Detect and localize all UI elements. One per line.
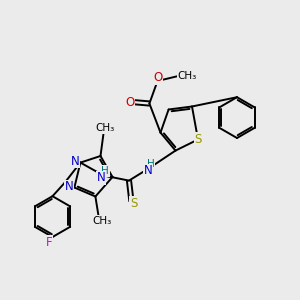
Text: N: N bbox=[70, 154, 80, 168]
Text: CH₃: CH₃ bbox=[95, 123, 115, 133]
Text: N: N bbox=[97, 171, 106, 184]
Text: H: H bbox=[101, 166, 109, 176]
Text: O: O bbox=[153, 71, 162, 84]
Text: N: N bbox=[143, 164, 152, 178]
Text: S: S bbox=[194, 133, 202, 146]
Text: CH₃: CH₃ bbox=[92, 215, 112, 226]
Text: CH₃: CH₃ bbox=[178, 70, 197, 81]
Text: N: N bbox=[64, 180, 74, 194]
Text: O: O bbox=[125, 95, 134, 109]
Text: S: S bbox=[130, 197, 137, 210]
Text: H: H bbox=[147, 159, 155, 170]
Text: F: F bbox=[46, 236, 52, 249]
